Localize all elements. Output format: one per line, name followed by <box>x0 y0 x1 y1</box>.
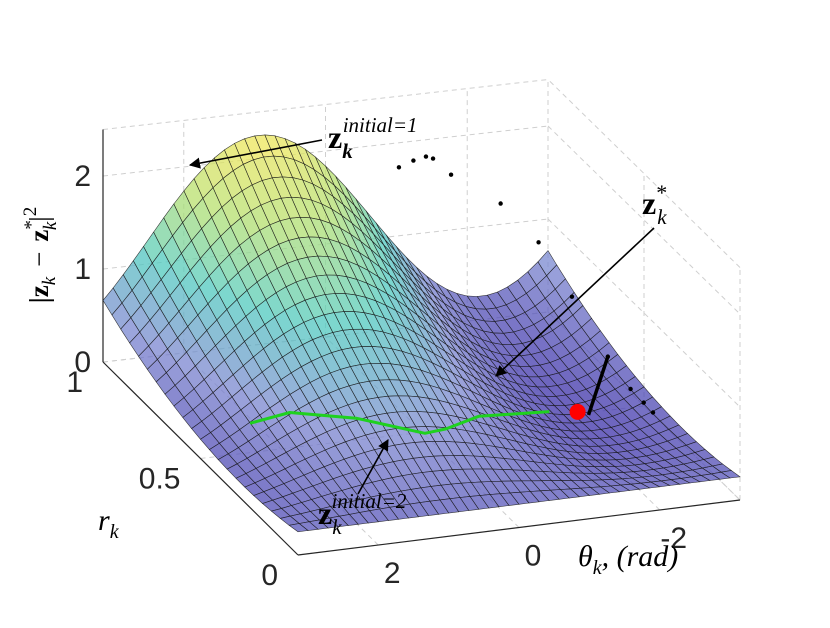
r-axis-line <box>102 361 299 556</box>
z-label-power: 2 <box>20 207 41 217</box>
annotation-initial-2-base: z <box>318 495 332 531</box>
r-tick-label: 1 <box>66 366 83 399</box>
z-label-close: | <box>24 216 54 221</box>
trajectory-1-point <box>411 158 416 163</box>
theta-tick-label: 2 <box>384 557 401 590</box>
trajectory-1-point <box>628 386 633 392</box>
annotation-initial-2-sub: k <box>332 515 342 539</box>
z-tick-label: 1 <box>74 253 91 286</box>
annotation-optimum-arrow <box>495 227 655 377</box>
theta-label-suffix: , (rad) <box>602 540 679 573</box>
r-tick-label: 0.5 <box>139 463 181 496</box>
surface-cell <box>288 523 309 533</box>
trajectory-1-point <box>641 400 646 405</box>
theta-label-sub: k <box>593 557 603 579</box>
annotation-initial-2-sup: initial=2 <box>332 489 407 513</box>
z-label-sub-left: k <box>39 276 60 285</box>
annotation-initial-1-base: z <box>328 119 342 155</box>
theta-tick-label: -2 <box>660 522 687 555</box>
annotation-optimum: z* k <box>642 180 667 229</box>
svg-text:|zk−z*k|2: |zk−z*k|2 <box>20 207 61 303</box>
trajectory-2-line <box>249 410 550 435</box>
annotation-initial-1-sub: k <box>342 139 353 163</box>
annotation-initial-1-sup: initial=1 <box>343 113 418 137</box>
trajectory-1-point <box>448 172 454 177</box>
trajectories <box>249 154 656 435</box>
z-label-star: * <box>21 220 42 230</box>
trajectory-1-point <box>536 240 541 245</box>
theta-axis-line <box>297 499 741 556</box>
z-label-minus: − <box>24 252 54 267</box>
svg-text:θk, (rad): θk, (rad) <box>578 540 678 579</box>
z-tick-label: 2 <box>74 160 91 193</box>
svg-text:z*k: z* k <box>642 180 667 229</box>
svg-text:zkinitial=1: zkinitial=1 <box>328 113 418 163</box>
optimum-marker <box>569 403 586 420</box>
r-label-symbol: r <box>98 504 110 537</box>
trajectory-1-point <box>396 165 402 170</box>
annotation-optimum-base: z <box>642 185 656 221</box>
svg-text:rk: rk <box>98 504 120 543</box>
annotation-initial-1: zkinitial=1 <box>328 113 418 163</box>
theta-label-symbol: θ <box>578 540 593 573</box>
z-grid-line <box>102 125 549 177</box>
annotation-initial-2: zkinitial=2 <box>318 489 407 539</box>
svg-text:zkinitial=2: zkinitial=2 <box>318 489 407 539</box>
annotation-initial-1-arrow <box>188 139 323 169</box>
trajectory-1-point <box>650 410 656 415</box>
z-label-sub-right: k <box>40 221 61 230</box>
r-label-sub: k <box>110 521 120 543</box>
annotation-arrows <box>188 139 655 495</box>
annotation-initial-2-arrow <box>357 439 389 495</box>
theta-axis-label: θk, (rad) <box>578 540 678 579</box>
r-tick-label: 0 <box>261 559 278 592</box>
trajectory-1-tail <box>586 356 610 416</box>
trajectory-1-point <box>498 201 503 206</box>
r-axis-label: rk <box>98 504 120 543</box>
z-label-z-right: z <box>24 230 54 242</box>
annotation-optimum-sup: * <box>656 180 667 205</box>
theta-tick-label: 0 <box>525 540 542 573</box>
annotation-optimum-sub: k <box>657 205 667 229</box>
box-edge <box>102 79 549 130</box>
trajectory-1-point <box>430 156 436 161</box>
trajectory-1-point <box>569 294 575 299</box>
z-tick-label: 0 <box>74 346 91 379</box>
z-axis-label: |zk−z*k|2 <box>20 207 61 303</box>
z-label-open: |z <box>24 285 54 303</box>
trajectory-1-point <box>423 154 429 159</box>
surface-mesh <box>102 134 741 533</box>
